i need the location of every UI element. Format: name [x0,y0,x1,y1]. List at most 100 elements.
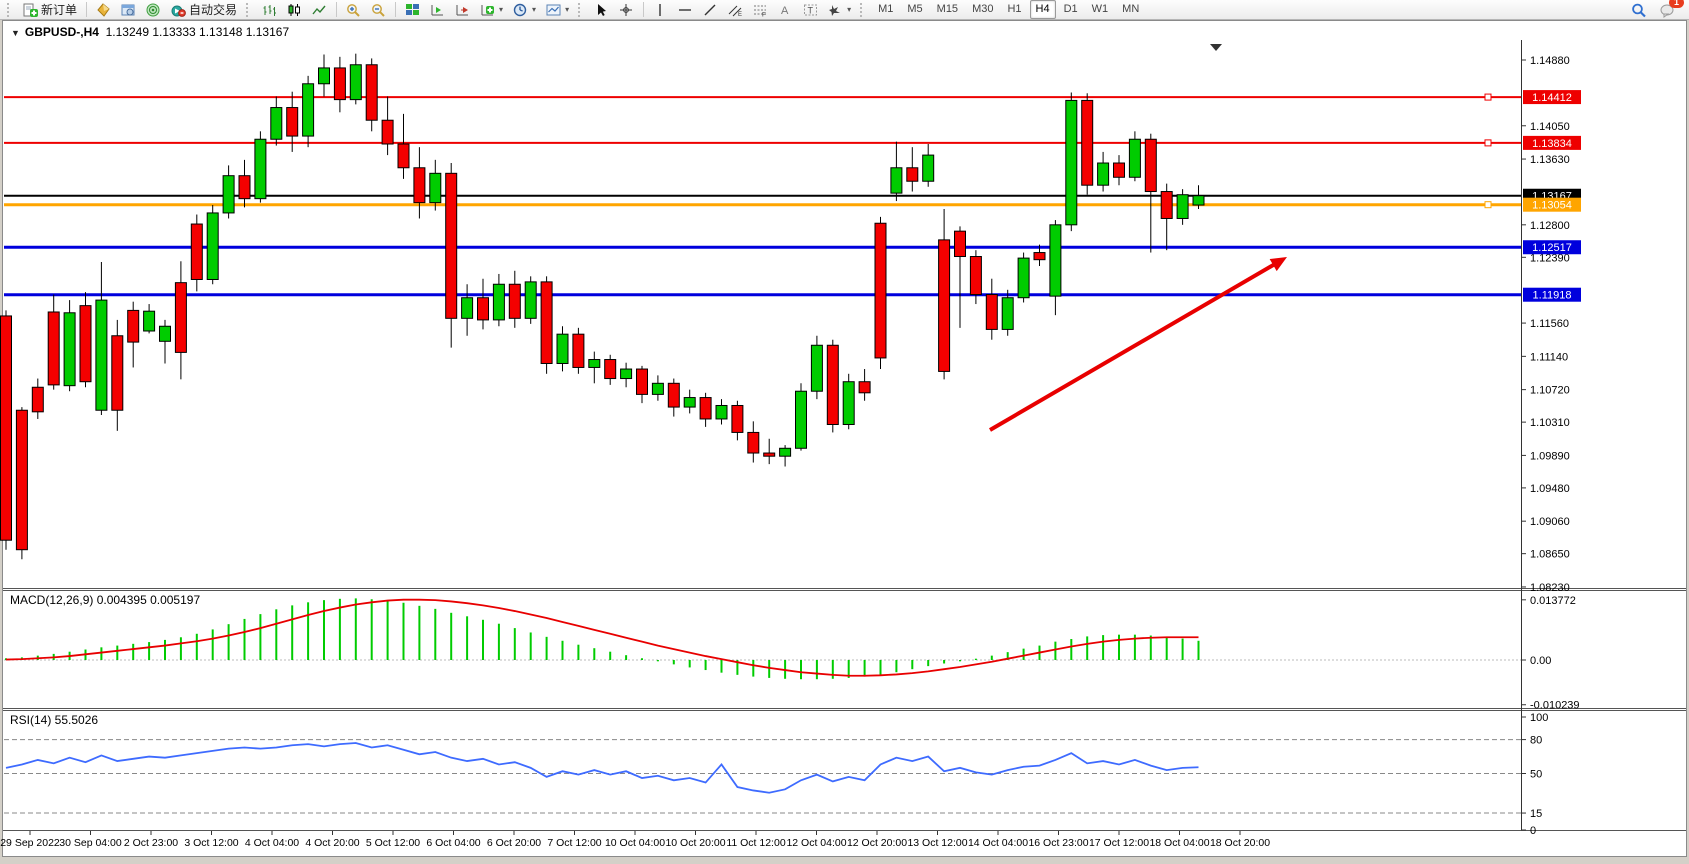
candle [174,282,187,353]
svg-text:E: E [738,12,742,17]
candle [333,67,346,101]
trendline-button[interactable] [699,0,722,20]
horizontal-line-button[interactable] [674,0,697,20]
candle [0,315,12,541]
periods-button[interactable]: ▾ [509,0,540,20]
new-order-button[interactable]: 新订单 [19,0,81,20]
templates-button[interactable]: ▾ [542,0,573,20]
timeframe-d1-button[interactable]: D1 [1063,3,1078,15]
candle [985,294,998,330]
crosshair-icon [619,3,634,17]
text-button[interactable]: A [774,0,797,20]
bar-chart-button[interactable] [258,0,281,20]
autotrading-button[interactable]: 自动交易 [167,0,241,20]
candle [1017,257,1030,299]
candle [604,359,617,380]
price-axis: 1.14880 1.14050 1.13630 1.12800 1.12390 1.115… [1521,55,1570,594]
chart-shift-button[interactable] [426,0,449,20]
navigator-button[interactable] [142,0,165,20]
svg-text:13 Oct 12:00: 13 Oct 12:00 [907,837,967,849]
candle [397,143,410,169]
market-watch-button[interactable] [92,0,115,20]
search-icon [1631,3,1646,17]
horizontal-level-1.11918[interactable]: 1.11918 [4,287,1581,302]
shapes-button[interactable]: ▾ [824,0,855,20]
equidistant-channel-button[interactable]: E [724,0,747,20]
indicators-button[interactable]: ▾ [476,0,507,20]
svg-text:1.09060: 1.09060 [1530,516,1570,528]
autotrading-icon [171,3,186,17]
shift-marker-icon[interactable] [1210,44,1222,51]
autotrading-label: 自动交易 [189,3,238,17]
candle [190,223,203,280]
auto-scroll-button[interactable] [451,0,474,20]
candlestick-chart-icon [287,3,302,17]
horizontal-level-1.13054[interactable]: 1.13054 [4,197,1581,212]
candle [1144,138,1157,193]
trend-arrow[interactable] [988,257,1287,432]
tile-windows-icon [405,3,420,17]
candle [747,431,760,454]
timeframe-m1-button[interactable]: M1 [878,3,894,15]
candle [874,222,887,359]
svg-text:2 Oct 23:00: 2 Oct 23:00 [124,837,178,849]
timeframe-m15-button[interactable]: M15 [936,3,959,15]
svg-text:1.11918: 1.11918 [1533,290,1572,302]
tile-windows-button[interactable] [401,0,424,20]
candle [890,167,903,194]
cursor-button[interactable] [590,0,613,20]
timeframe-m5-button[interactable]: M5 [907,3,923,15]
shapes-icon [828,3,843,17]
candle [413,167,426,204]
candle [127,309,140,343]
line-chart-button[interactable] [308,0,331,20]
candle [1128,138,1141,178]
candle [524,281,537,319]
horizontal-level-1.14412[interactable]: 1.14412 [4,90,1581,105]
separator [86,2,88,17]
timeframe-h1-button[interactable]: H1 [1007,3,1022,15]
candle [302,83,315,137]
candle [79,305,92,383]
candlestick-chart-button[interactable] [283,0,306,20]
crosshair-button[interactable] [615,0,638,20]
svg-text:1.14412: 1.14412 [1532,92,1572,104]
search-button[interactable] [1627,0,1650,20]
vertical-line-button[interactable] [649,0,672,20]
chart-shift-icon [430,3,445,17]
trendline-icon [703,3,718,17]
svg-text:29 Sep 2022: 29 Sep 2022 [0,837,60,849]
fibonacci-button[interactable]: F [749,0,772,20]
timeframe-m30-button[interactable]: M30 [972,3,994,15]
indicators-icon [480,3,495,17]
candle [349,64,362,101]
notification-badge: 1 [1669,0,1684,8]
candle [254,138,267,200]
svg-text:F: F [762,11,766,17]
macd-panel: 0.013772 0.00 -0.010239 [4,595,1580,712]
macd-signal-line [5,598,1199,677]
toolbar-grip [246,2,253,17]
data-window-button[interactable] [117,0,140,20]
candle [1065,99,1078,226]
horizontal-level-1.12517[interactable]: 1.12517 [4,240,1581,255]
notifications-button[interactable]: 1 [1656,0,1684,20]
chevron-down-icon[interactable]: ▼ [11,28,20,38]
svg-text:1.08230: 1.08230 [1530,582,1570,594]
svg-text:17 Oct 12:00: 17 Oct 12:00 [1089,837,1149,849]
time-axis: 29 Sep 2022 30 Sep 04:00 2 Oct 23:00 3 Oct … [0,831,1270,849]
timeframe-mn-button[interactable]: MN [1122,3,1140,15]
candle [969,256,982,296]
svg-text:18 Oct 04:00: 18 Oct 04:00 [1149,837,1209,849]
candle [1001,297,1014,330]
timeframe-h4-button[interactable]: H4 [1029,0,1056,19]
zoom-in-button[interactable] [342,0,365,20]
text-label-button[interactable]: T [799,0,822,20]
panel-separator[interactable] [3,588,1686,831]
svg-text:5 Oct 12:00: 5 Oct 12:00 [366,837,420,849]
svg-text:1.11140: 1.11140 [1530,351,1568,363]
zoom-out-button[interactable] [367,0,390,20]
svg-text:7 Oct 12:00: 7 Oct 12:00 [547,837,601,849]
timeframe-w1-button[interactable]: W1 [1091,3,1109,15]
